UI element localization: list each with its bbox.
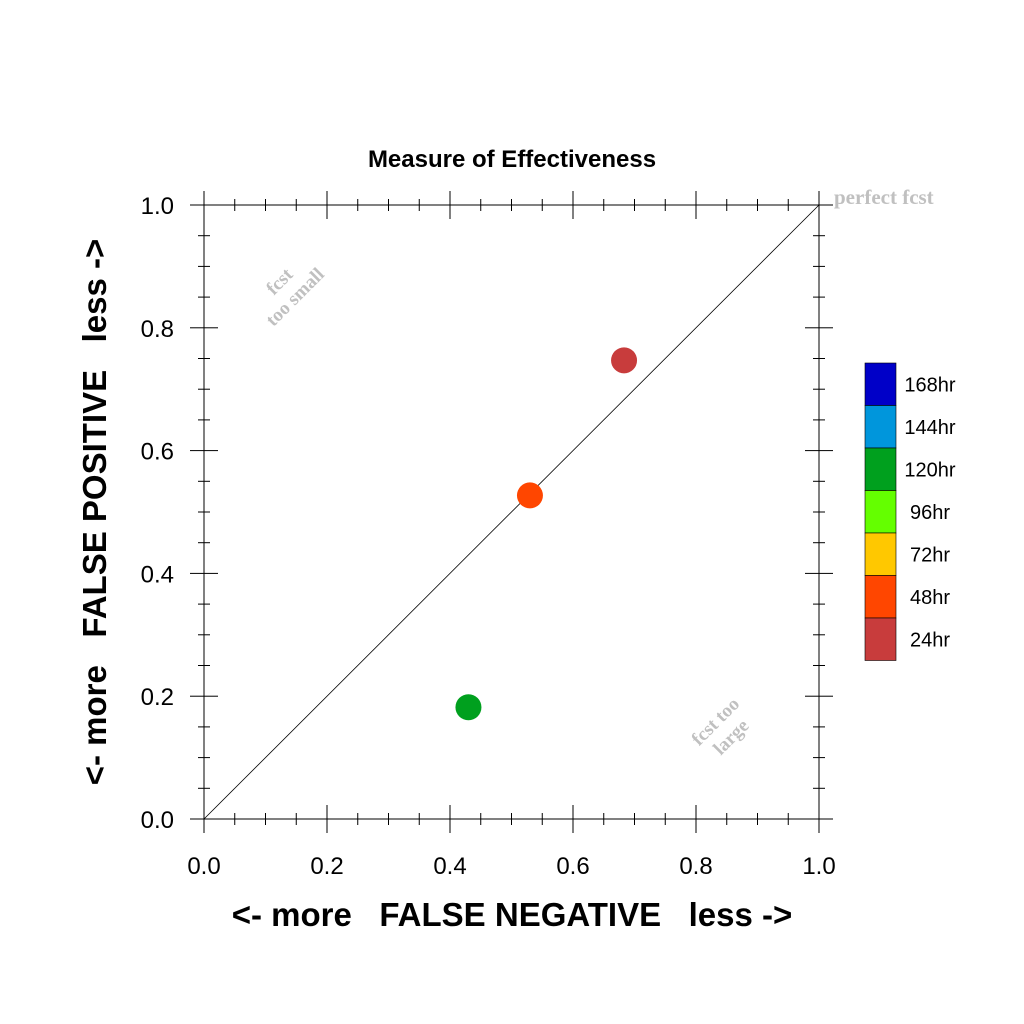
annotation-perfect-forecast: perfect fcst xyxy=(834,185,934,209)
legend-label-96hr: 96hr xyxy=(910,502,950,524)
data-points xyxy=(455,347,638,721)
major-ticks xyxy=(190,191,833,833)
legend: 168hr 144hr 120hr 96hr 72hr 48hr 24hr xyxy=(864,362,956,661)
x-tick-label: 0.4 xyxy=(433,853,466,880)
data-point-24hr xyxy=(611,347,638,374)
legend-swatch-168hr xyxy=(864,362,897,406)
x-axis-label: <- more FALSE NEGATIVE less -> xyxy=(232,896,793,933)
y-tick-label: 0.2 xyxy=(141,684,174,711)
y-tick-label: 0.6 xyxy=(141,439,174,466)
legend-label-120hr: 120hr xyxy=(904,459,955,481)
legend-swatch-120hr xyxy=(864,447,897,491)
legend-swatch-72hr xyxy=(864,532,897,576)
y-tick-labels: 0.0 0.2 0.4 0.6 0.8 1.0 xyxy=(141,193,174,834)
x-tick-label: 0.0 xyxy=(187,853,220,880)
x-tick-labels: 0.0 0.2 0.4 0.6 0.8 1.0 xyxy=(187,853,835,880)
legend-swatch-24hr xyxy=(864,617,897,661)
legend-swatch-48hr xyxy=(864,575,897,619)
y-tick-label: 1.0 xyxy=(141,193,174,220)
y-tick-label: 0.8 xyxy=(141,316,174,343)
legend-swatch-144hr xyxy=(864,405,897,449)
y-axis-label: <- more FALSE POSITIVE less -> xyxy=(76,239,113,786)
legend-label-24hr: 24hr xyxy=(910,629,950,651)
legend-label-72hr: 72hr xyxy=(910,544,950,566)
x-tick-label: 0.8 xyxy=(679,853,712,880)
chart-title: Measure of Effectiveness xyxy=(368,146,656,173)
minor-ticks xyxy=(198,199,825,825)
legend-label-168hr: 168hr xyxy=(904,374,955,396)
legend-label-144hr: 144hr xyxy=(904,417,955,439)
y-tick-label: 0.0 xyxy=(141,807,174,834)
x-tick-label: 1.0 xyxy=(802,853,835,880)
annotation-too-small: fcsttoo small xyxy=(247,249,329,331)
annotation-too-large: fcst toolarge xyxy=(688,694,760,766)
y-tick-label: 0.4 xyxy=(141,561,174,588)
reference-line xyxy=(203,204,820,820)
data-point-120hr xyxy=(455,694,482,721)
legend-label-48hr: 48hr xyxy=(910,587,950,609)
data-point-48hr xyxy=(516,482,543,509)
x-tick-label: 0.2 xyxy=(310,853,343,880)
x-tick-label: 0.6 xyxy=(556,853,589,880)
diagonal-reference-line xyxy=(203,204,820,820)
legend-swatch-96hr xyxy=(864,490,897,534)
annotations: perfect fcst fcsttoo small fcst toolarge xyxy=(247,185,934,766)
